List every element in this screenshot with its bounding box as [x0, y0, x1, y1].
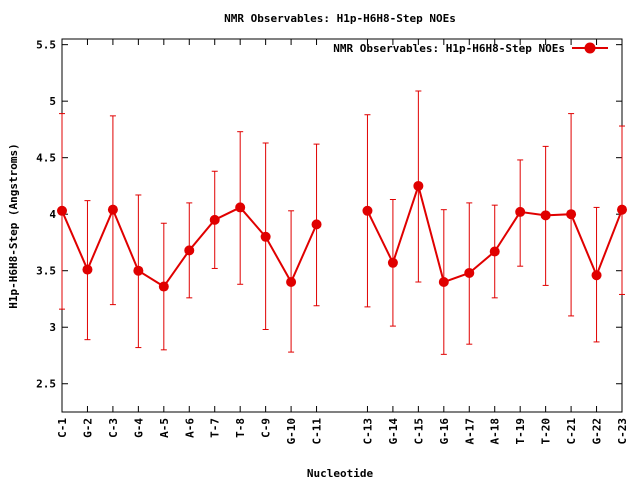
data-point — [184, 245, 195, 256]
y-tick-label: 2.5 — [36, 378, 56, 391]
data-point — [464, 267, 475, 278]
series-points — [57, 180, 627, 292]
x-tick-label: G-10 — [285, 418, 298, 445]
x-tick-label: A-17 — [463, 418, 476, 445]
x-tick-label: A-6 — [183, 418, 196, 438]
x-tick-label: C-13 — [361, 418, 374, 445]
data-point — [158, 281, 169, 292]
y-tick-label: 5 — [49, 95, 56, 108]
x-axis-label: Nucleotide — [307, 467, 374, 480]
x-tick-label: C-3 — [107, 418, 120, 438]
data-point — [617, 204, 627, 215]
x-tick-label: C-11 — [311, 418, 324, 445]
y-tick-label: 4.5 — [36, 152, 56, 165]
data-point — [489, 246, 500, 257]
data-point — [235, 202, 246, 213]
x-tick-label: A-18 — [489, 418, 502, 445]
data-point — [286, 277, 297, 288]
x-tick-label: C-15 — [412, 418, 425, 445]
x-tick-label: G-16 — [438, 418, 451, 445]
data-point — [413, 180, 424, 191]
legend-marker — [584, 42, 596, 54]
x-tick-label: T-19 — [514, 418, 527, 445]
error-bars — [59, 90, 625, 355]
data-point — [540, 210, 551, 221]
y-tick-label: 3.5 — [36, 265, 56, 278]
x-tick-label: C-9 — [260, 418, 273, 438]
data-point — [107, 204, 118, 215]
y-axis-label: H1p-H6H8-Step (Angstroms) — [7, 143, 20, 309]
chart-title: NMR Observables: H1p-H6H8-Step NOEs — [224, 12, 456, 25]
data-point — [57, 205, 67, 216]
x-tick-label: A-5 — [158, 418, 171, 438]
data-point — [209, 214, 220, 225]
x-tick-label: G-4 — [132, 418, 145, 438]
data-point — [591, 270, 602, 281]
y-tick-label: 5.5 — [36, 39, 56, 52]
x-tick-label: C-21 — [565, 418, 578, 445]
data-point — [133, 265, 144, 276]
y-axis: 2.5 3 3.5 4 4.5 5 5.5 — [36, 39, 622, 391]
x-tick-label: T-7 — [209, 418, 222, 438]
data-point — [515, 206, 526, 217]
y-tick-label: 4 — [49, 208, 56, 221]
data-point — [260, 231, 271, 242]
plot-area — [61, 38, 623, 413]
x-tick-label: T-8 — [234, 418, 247, 438]
legend: NMR Observables: H1p-H6H8-Step NOEs — [333, 42, 608, 55]
data-point — [362, 205, 373, 216]
data-point — [438, 277, 449, 288]
data-point — [82, 264, 93, 275]
x-tick-label: C-1 — [56, 418, 69, 438]
y-tick-label: 3 — [49, 321, 56, 334]
data-point — [566, 209, 577, 220]
x-tick-label: G-2 — [81, 418, 94, 438]
series-lines — [61, 182, 623, 288]
x-tick-label: C-23 — [616, 418, 629, 445]
x-axis: C-1 G-2 C-3 G-4 A-5 A-6 T-7 T-8 C-9 G-10 C-11 C-13 G… — [56, 39, 629, 445]
x-tick-label: G-22 — [591, 418, 604, 445]
legend-label: NMR Observables: H1p-H6H8-Step NOEs — [333, 42, 565, 55]
data-point — [311, 219, 322, 230]
data-point — [387, 257, 398, 268]
x-tick-label: T-20 — [540, 418, 553, 445]
x-tick-label: G-14 — [387, 418, 400, 445]
